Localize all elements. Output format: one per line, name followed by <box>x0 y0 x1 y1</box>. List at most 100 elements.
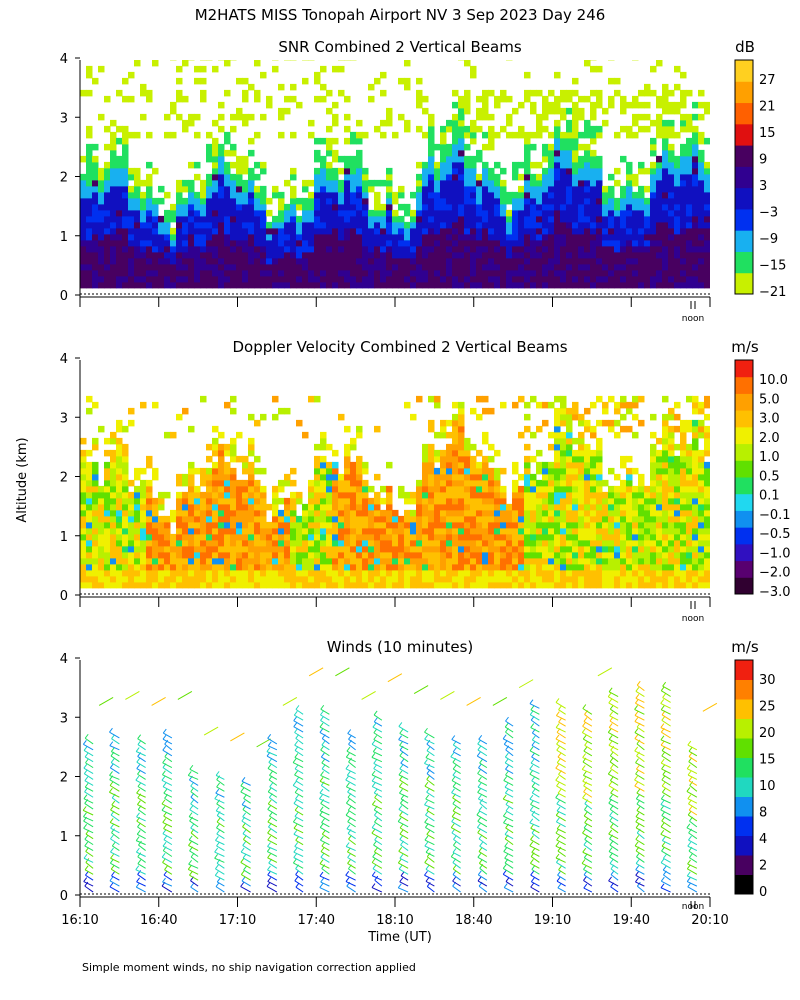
doppler-cell <box>476 461 483 469</box>
snr-cell <box>488 269 495 277</box>
doppler-cell <box>212 497 219 505</box>
snr-cell <box>668 143 675 151</box>
doppler-cell <box>248 509 255 517</box>
doppler-cell <box>362 551 369 559</box>
doppler-cell <box>230 479 237 487</box>
snr-cell <box>182 263 189 271</box>
snr-cell <box>170 257 177 265</box>
snr-cell <box>272 221 279 229</box>
snr-cell <box>686 227 693 235</box>
snr-cell <box>692 251 699 259</box>
snr-cell <box>356 179 363 187</box>
doppler-cell <box>536 425 543 433</box>
snr-cell <box>332 215 339 223</box>
doppler-cell <box>452 581 459 589</box>
snr-cell <box>242 257 249 265</box>
snr-cell <box>704 263 710 271</box>
snr-cell <box>470 221 477 229</box>
doppler-cell <box>350 539 357 547</box>
doppler-heatmap <box>80 395 710 589</box>
doppler-cell <box>614 545 621 553</box>
doppler-cell <box>554 509 561 517</box>
snr-cell <box>638 89 645 97</box>
doppler-cell <box>374 575 381 583</box>
doppler-cell <box>230 437 237 445</box>
doppler-cell <box>182 545 189 553</box>
doppler-cell <box>524 479 531 487</box>
snr-cell <box>140 215 147 223</box>
snr-cell <box>674 245 681 253</box>
snr-cell <box>188 209 195 217</box>
snr-cell <box>584 131 591 139</box>
doppler-cell <box>596 545 603 553</box>
doppler-cell <box>554 485 561 493</box>
snr-cell <box>170 131 177 139</box>
snr-cell <box>446 197 453 205</box>
snr-cell <box>416 227 423 235</box>
snr-cell <box>206 239 213 247</box>
snr-cell <box>176 185 183 193</box>
snr-cell <box>686 155 693 163</box>
doppler-cell <box>266 545 273 553</box>
doppler-cell <box>332 503 339 511</box>
doppler-cell <box>656 539 663 547</box>
doppler-cell <box>632 521 639 529</box>
snr-cell <box>680 71 687 79</box>
snr-cell <box>692 167 699 175</box>
doppler-cell <box>428 485 435 493</box>
snr-cell <box>260 275 267 283</box>
doppler-cell <box>674 479 681 487</box>
snr-cell <box>500 203 507 211</box>
doppler-cell <box>404 575 411 583</box>
snr-cell <box>470 131 477 139</box>
snr-cell <box>530 263 537 271</box>
doppler-cell <box>572 407 579 415</box>
doppler-cell <box>422 533 429 541</box>
snr-cell <box>128 173 135 181</box>
snr-cell <box>680 203 687 211</box>
doppler-cell <box>260 575 267 583</box>
doppler-cell <box>476 527 483 535</box>
doppler-cell <box>332 539 339 547</box>
snr-cell <box>380 245 387 253</box>
doppler-cell <box>392 509 399 517</box>
doppler-cell <box>662 413 669 421</box>
doppler-cell <box>356 431 363 439</box>
snr-cell <box>368 221 375 229</box>
doppler-cell <box>608 509 615 517</box>
doppler-cell <box>542 479 549 487</box>
snr-cell <box>266 263 273 271</box>
doppler-cell <box>656 509 663 517</box>
snr-cell <box>656 191 663 199</box>
doppler-cell <box>692 401 699 409</box>
doppler-cell <box>470 467 477 475</box>
doppler-cell <box>518 539 525 547</box>
doppler-cell <box>368 569 375 577</box>
snr-cell <box>548 233 555 241</box>
doppler-cell <box>188 497 195 505</box>
snr-cell <box>590 227 597 235</box>
doppler-cell <box>272 485 279 493</box>
doppler-cell <box>308 515 315 523</box>
snr-cell <box>434 281 441 289</box>
doppler-cell <box>368 509 375 517</box>
doppler-cell <box>380 563 387 571</box>
doppler-cell <box>392 533 399 541</box>
doppler-cell <box>452 437 459 445</box>
doppler-cell <box>638 581 645 589</box>
doppler-cell <box>128 569 135 577</box>
snr-cell <box>290 173 297 181</box>
doppler-cell <box>272 533 279 541</box>
doppler-cell <box>104 581 111 589</box>
snr-cell <box>548 281 555 289</box>
snr-cell <box>416 77 423 85</box>
snr-cell <box>392 263 399 271</box>
snr-cell <box>470 233 477 241</box>
snr-cell <box>152 203 159 211</box>
snr-cell <box>488 131 495 139</box>
snr-cell <box>554 251 561 259</box>
snr-cell <box>188 203 195 211</box>
snr-cell <box>248 137 255 145</box>
snr-cell <box>560 185 567 193</box>
doppler-cell <box>104 563 111 571</box>
